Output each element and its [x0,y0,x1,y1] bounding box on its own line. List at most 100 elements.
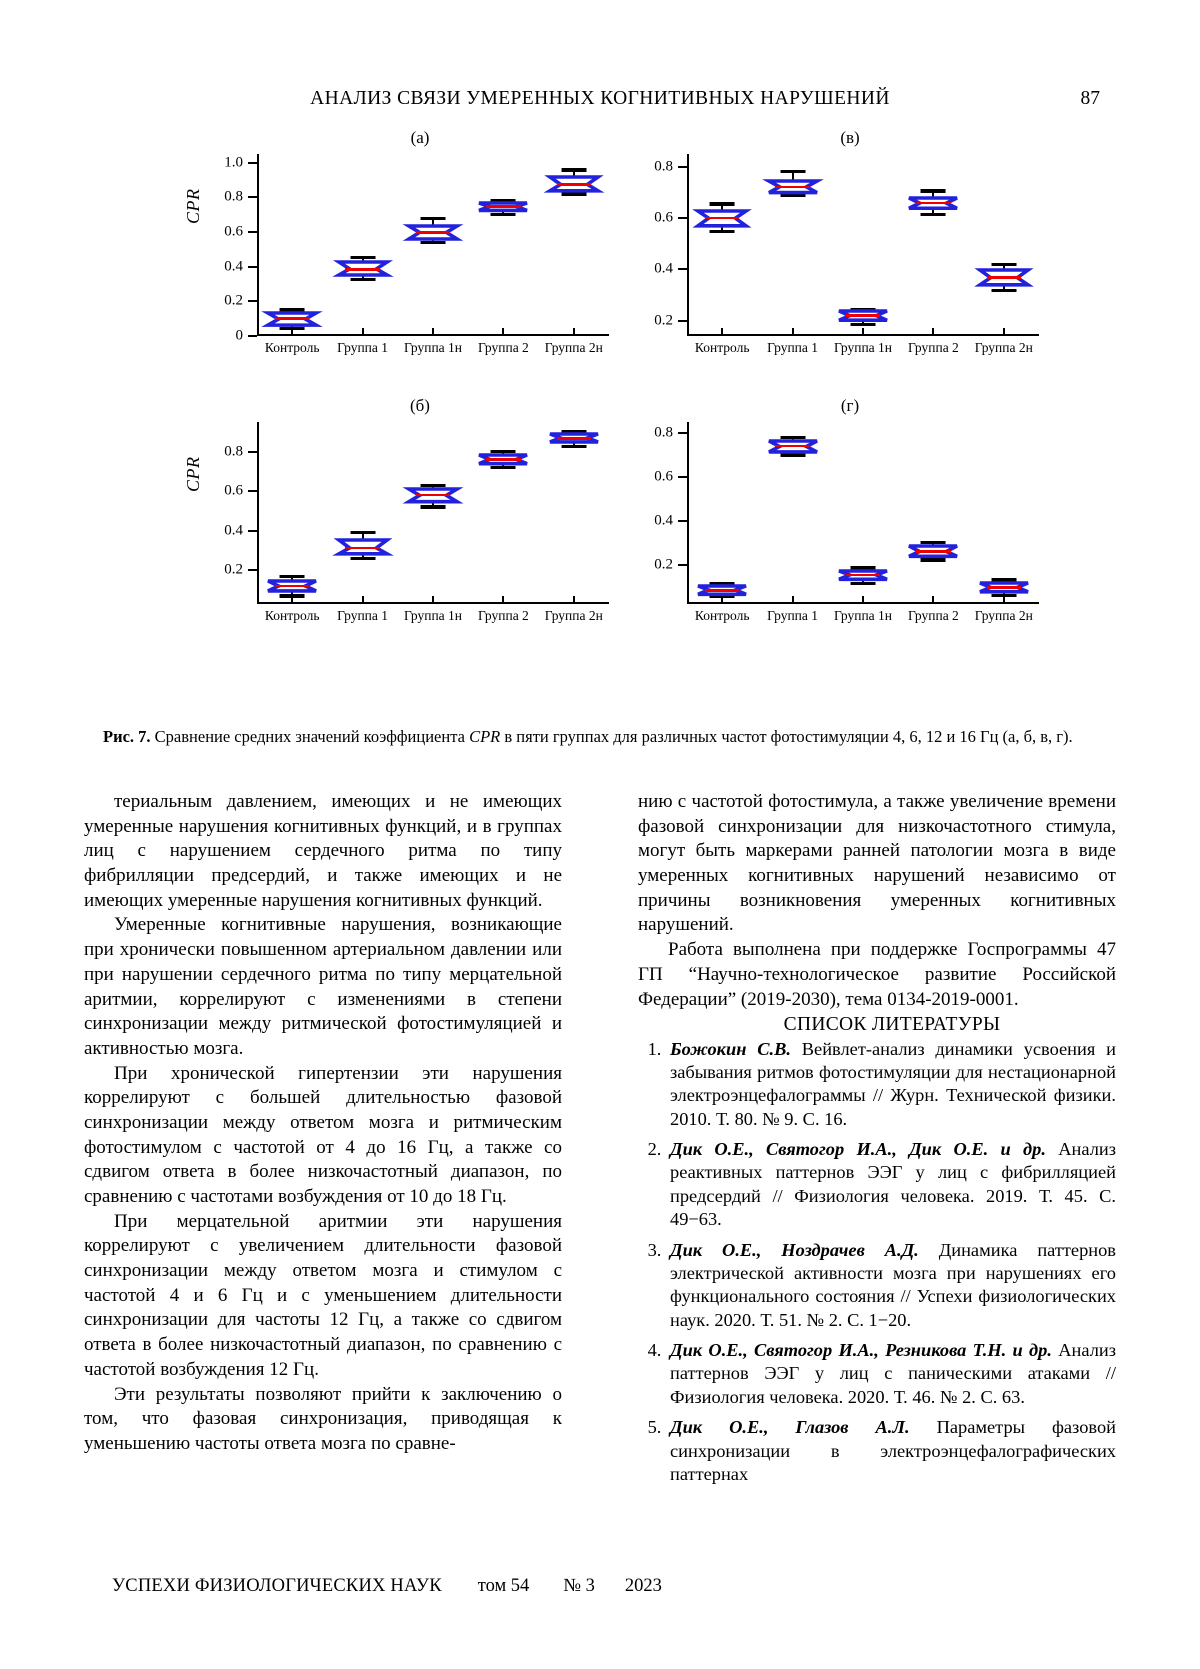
y-axis-tick [678,166,687,168]
x-axis-tick-label: Группа 1н [834,340,892,356]
whisker-cap-upper [491,450,516,453]
whisker-cap-lower [921,558,946,561]
reference-authors: Дик О.Е., Ноздрачев А.Д. [670,1240,919,1260]
whisker-cap-upper [991,578,1016,581]
x-axis-tick-label: Контроль [265,608,320,624]
median-line [557,183,592,186]
reference-item: Дик О.Е., Ноздрачев А.Д. Динамика паттер… [666,1239,1116,1333]
median-line [486,458,521,461]
y-axis-line [257,422,259,604]
y-axis-label: CPR [183,457,204,493]
boxplot-group [268,308,316,330]
chart-panel-b: (б)CPR0.20.40.60.8КонтрольГруппа 1Группа… [185,396,615,651]
y-axis-tick [248,569,257,571]
y-axis-tick-label: 0.2 [654,556,673,573]
caption-label: Рис. 7. [103,727,151,746]
figure-caption: Рис. 7. Сравнение средних значений коэфф… [103,726,1103,748]
median-line [486,205,521,208]
y-axis-tick [678,268,687,270]
x-axis-tick-label: Группа 1 [337,340,388,356]
y-axis-tick [678,432,687,434]
x-axis-tick-label: Группа 2 [908,340,959,356]
y-axis-tick-label: 0.4 [654,512,673,529]
y-axis-tick [678,520,687,522]
x-axis-tick [721,328,723,336]
boxplot-group [839,566,887,585]
whisker-cap-lower [851,323,876,326]
boxplot-group [839,308,887,326]
median-line [987,586,1022,589]
y-axis-tick-label: 0.6 [224,224,243,241]
x-axis-tick-label: Группа 1 [767,608,818,624]
x-axis-tick-label: Группа 2 [478,340,529,356]
whisker-cap-lower [991,289,1016,292]
boxplot-group [698,202,746,233]
y-axis-tick-label: 0 [236,328,244,345]
median-line [846,574,881,577]
whisker-cap-upper [421,217,446,220]
caption-italic-cpr: CPR [469,727,500,746]
x-axis-tick-label: Контроль [695,340,750,356]
y-axis-tick-label: 0.2 [224,293,243,310]
x-axis-tick [573,596,575,604]
x-axis-tick-label: Группа 1н [404,340,462,356]
whisker-cap-upper [780,436,805,439]
reference-item: Дик О.Е., Святогор И.А., Дик О.Е. и др. … [666,1138,1116,1232]
page-footer: УСПЕХИ ФИЗИОЛОГИЧЕСКИХ НАУК том 54 № 3 2… [112,1576,662,1597]
y-axis-tick [248,162,257,164]
body-column-left: териальным давлением, имеющих и не имеющ… [84,790,562,1457]
plot-area: 0.20.40.60.8 [687,154,1039,336]
x-axis-tick-label: Группа 1н [404,608,462,624]
boxplot-group [909,189,957,216]
median-line [916,550,951,553]
y-axis-tick-label: 0.8 [654,158,673,175]
y-axis-tick [678,217,687,219]
boxplot-group [339,256,387,281]
y-axis-tick [248,266,257,268]
y-axis-tick-label: 0.6 [654,468,673,485]
x-axis-tick [362,328,364,336]
x-axis-tick-label: Группа 2н [545,608,603,624]
x-axis-tick [932,596,934,604]
whisker-cap-lower [921,213,946,216]
x-axis-tick [792,328,794,336]
x-axis-tick [362,596,364,604]
footer-journal-name: УСПЕХИ ФИЗИОЛОГИЧЕСКИХ НАУК [112,1576,442,1597]
x-axis-tick-label: Группа 2н [545,340,603,356]
y-axis-tick-label: 0.2 [654,312,673,329]
whisker-cap-lower [491,213,516,216]
x-axis-tick-label: Группа 1 [767,340,818,356]
y-axis-tick-label: 0.6 [224,483,243,500]
panel-title-text: (а) [371,128,430,147]
references-heading: СПИСОК ЛИТЕРАТУРЫ [638,1012,1116,1037]
y-axis-tick-label: 0.8 [654,424,673,441]
x-axis-labels: КонтрольГруппа 1Группа 1нГруппа 2Группа … [257,340,609,360]
x-axis-tick [1003,596,1005,604]
panel-title: (а) [185,128,615,148]
boxplot-group [339,531,387,560]
reference-authors: Дик О.Е., Святогор И.А., Резникова Т.Н. … [670,1340,1052,1360]
body-paragraph: Эти результаты позволяют прийти к заключ… [84,1383,562,1457]
x-axis-tick-label: Группа 2 [478,608,529,624]
boxplot-group [268,575,316,598]
whisker-cap-lower [280,594,305,597]
x-axis-labels: КонтрольГруппа 1Группа 1нГруппа 2Группа … [687,340,1039,360]
body-paragraph: При хронической гипертензии эти нарушени… [84,1062,562,1210]
x-axis-tick [432,328,434,336]
y-axis-tick-label: 0.4 [224,258,243,275]
x-axis-tick [432,596,434,604]
reference-authors: Божокин С.В. [670,1039,791,1059]
running-head: АНАЛИЗ СВЯЗИ УМЕРЕННЫХ КОГНИТИВНЫХ НАРУШ… [100,88,1100,114]
whisker-cap-upper [561,430,586,433]
reference-authors: Дик О.Е., Глазов А.Л. [670,1417,910,1437]
footer-volume: том 54 [478,1576,530,1597]
body-paragraph: нию с частотой фотостимула, а также увел… [638,790,1116,938]
median-line [846,314,881,317]
median-line [916,202,951,205]
body-paragraph: териальным давлением, имеющих и не имеющ… [84,790,562,913]
chart-panel-a: (а)CPR00.20.40.60.81.0КонтрольГруппа 1Гр… [185,128,615,383]
y-axis-tick [678,476,687,478]
x-axis-tick [932,328,934,336]
y-axis-tick-label: 0.6 [654,210,673,227]
y-axis-tick-label: 0.8 [224,443,243,460]
